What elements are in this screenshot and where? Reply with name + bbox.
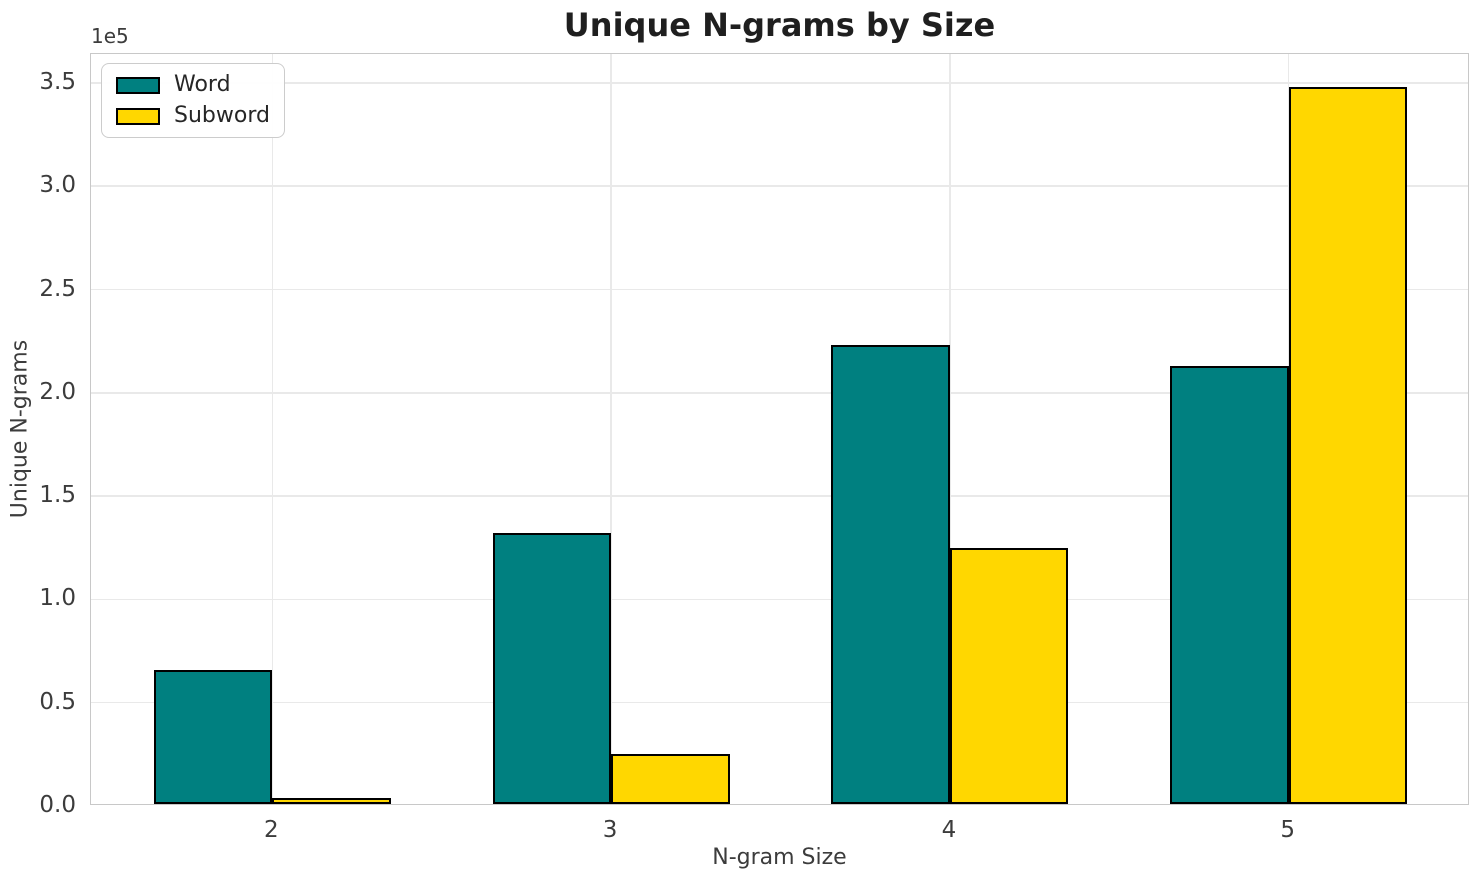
gridline-horizontal: [91, 495, 1468, 497]
y-tick-label: 2.5: [39, 275, 76, 302]
y-tick-label: 0.5: [39, 688, 76, 715]
gridline-horizontal: [91, 185, 1468, 187]
chart-title: Unique N-grams by Size: [563, 6, 996, 44]
x-tick-label: 3: [602, 817, 618, 843]
bar-word-ngram-5: [1170, 366, 1289, 804]
gridline-vertical: [610, 54, 612, 804]
gridline-vertical: [271, 54, 274, 804]
y-tick-label: 3.0: [39, 172, 76, 199]
gridline-horizontal: [91, 392, 1468, 394]
plot-area: Word Subword: [90, 53, 1469, 805]
y-tick-label: 0.0: [39, 792, 76, 818]
bar-subword-ngram-2: [272, 797, 391, 804]
x-tick-label: 5: [1280, 817, 1296, 843]
y-tick-label: 1.5: [39, 482, 76, 509]
legend-item-word: Word: [116, 72, 270, 98]
bar-word-ngram-2: [153, 669, 273, 804]
gridline-horizontal: [91, 598, 1468, 601]
x-tick-label: 2: [263, 817, 279, 843]
legend-label-word: Word: [174, 72, 231, 97]
legend: Word Subword: [101, 63, 285, 138]
y-tick-label: 1.0: [39, 585, 76, 612]
bar-word-ngram-3: [492, 533, 612, 804]
bar-subword-ngram-5: [1288, 87, 1408, 804]
bar-subword-ngram-3: [611, 754, 730, 804]
bar-subword-ngram-4: [949, 547, 1069, 804]
legend-swatch-word: [116, 76, 160, 94]
legend-item-subword: Subword: [116, 103, 270, 129]
gridline-horizontal: [91, 82, 1468, 84]
gridline-horizontal: [91, 288, 1468, 291]
gridline-horizontal: [91, 701, 1468, 704]
x-axis-label: N-gram Size: [712, 845, 847, 870]
y-tick-label: 3.5: [39, 68, 76, 95]
legend-label-subword: Subword: [174, 103, 270, 128]
x-tick-label: 4: [941, 817, 957, 843]
y-tick-label: 2.0: [39, 378, 76, 405]
legend-swatch-subword: [116, 107, 160, 125]
gridline-vertical: [949, 54, 951, 804]
bar-word-ngram-4: [831, 345, 950, 804]
y-axis-offset-label: 1e5: [91, 24, 129, 48]
